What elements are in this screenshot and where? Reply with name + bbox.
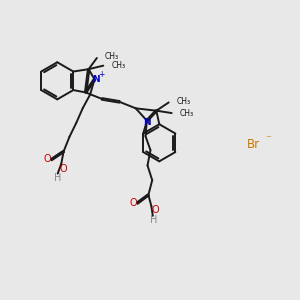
Text: O: O (43, 154, 51, 164)
Text: N: N (143, 118, 151, 127)
Text: O: O (129, 198, 137, 208)
Text: H: H (54, 173, 61, 183)
Text: Br: Br (247, 138, 260, 151)
Text: CH₃: CH₃ (180, 109, 194, 118)
Text: CH₃: CH₃ (112, 61, 126, 70)
Text: CH₃: CH₃ (105, 52, 119, 61)
Text: N: N (92, 75, 100, 84)
Text: O: O (59, 164, 67, 173)
Text: +: + (98, 70, 104, 80)
Text: O: O (151, 205, 159, 215)
Text: ⁻: ⁻ (265, 135, 271, 145)
Text: CH₃: CH₃ (177, 97, 191, 106)
Text: H: H (150, 215, 158, 225)
